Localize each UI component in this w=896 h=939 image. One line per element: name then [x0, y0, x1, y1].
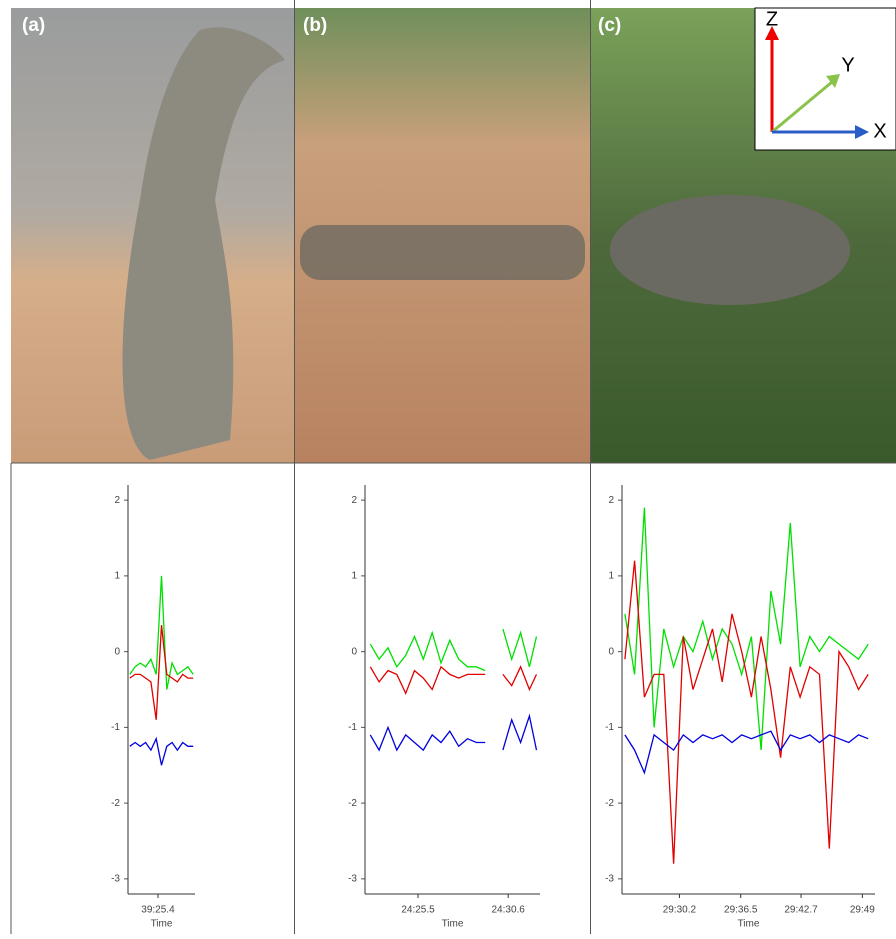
- x-tick-label: 29:42.7: [784, 905, 818, 916]
- z-label: Z: [766, 8, 778, 30]
- y-tick-label: 1: [114, 571, 120, 582]
- series-line: [625, 561, 868, 864]
- series-line: [130, 625, 193, 720]
- y-tick-label: -2: [605, 798, 614, 809]
- x-tick-label: 39:25.4: [141, 905, 175, 916]
- x-axis-label: Time: [738, 919, 760, 930]
- y-tick-label: 1: [608, 571, 614, 582]
- x-tick-label: 24:25.5: [401, 905, 435, 916]
- y-tick-label: -1: [111, 722, 120, 733]
- y-tick-label: -3: [605, 873, 614, 884]
- panel-label: (b): [303, 15, 327, 36]
- x-label: X: [873, 120, 886, 142]
- y-tick-label: -3: [111, 873, 120, 884]
- y-tick-label: 2: [608, 495, 614, 506]
- series-line: [370, 716, 536, 750]
- y-tick-label: -2: [348, 798, 357, 809]
- panel-label: (c): [598, 15, 621, 36]
- y-tick-label: -1: [348, 722, 357, 733]
- x-axis-label: Time: [442, 919, 464, 930]
- mongoose: [610, 195, 850, 305]
- y-tick-label: 0: [114, 646, 120, 657]
- series-line: [625, 508, 868, 750]
- y-tick-label: -2: [111, 798, 120, 809]
- series-line: [130, 739, 193, 766]
- y-tick-label: 0: [608, 646, 614, 657]
- x-tick-label: 29:30.2: [663, 905, 697, 916]
- mongoose-group: [300, 225, 585, 280]
- x-tick-label: 29:36.5: [724, 905, 758, 916]
- y-tick-label: -3: [348, 873, 357, 884]
- x-axis-label: Time: [151, 919, 173, 930]
- figure: Z Y X (a) (b) (c) -3 -2 -1 0 1 2 39:25.4 Time -3…: [0, 0, 896, 934]
- y-tick-label: 2: [351, 495, 357, 506]
- series-line: [370, 629, 536, 671]
- x-tick-label: 29:49: [850, 905, 875, 916]
- y-tick-label: 2: [114, 495, 120, 506]
- y-tick-label: 1: [351, 571, 357, 582]
- panel-label: (a): [22, 15, 45, 36]
- series-line: [625, 731, 868, 773]
- x-tick-label: 24:30.6: [491, 905, 525, 916]
- y-tick-label: -1: [605, 722, 614, 733]
- y-label: Y: [841, 54, 854, 76]
- y-tick-label: 0: [351, 646, 357, 657]
- series-line: [370, 667, 536, 694]
